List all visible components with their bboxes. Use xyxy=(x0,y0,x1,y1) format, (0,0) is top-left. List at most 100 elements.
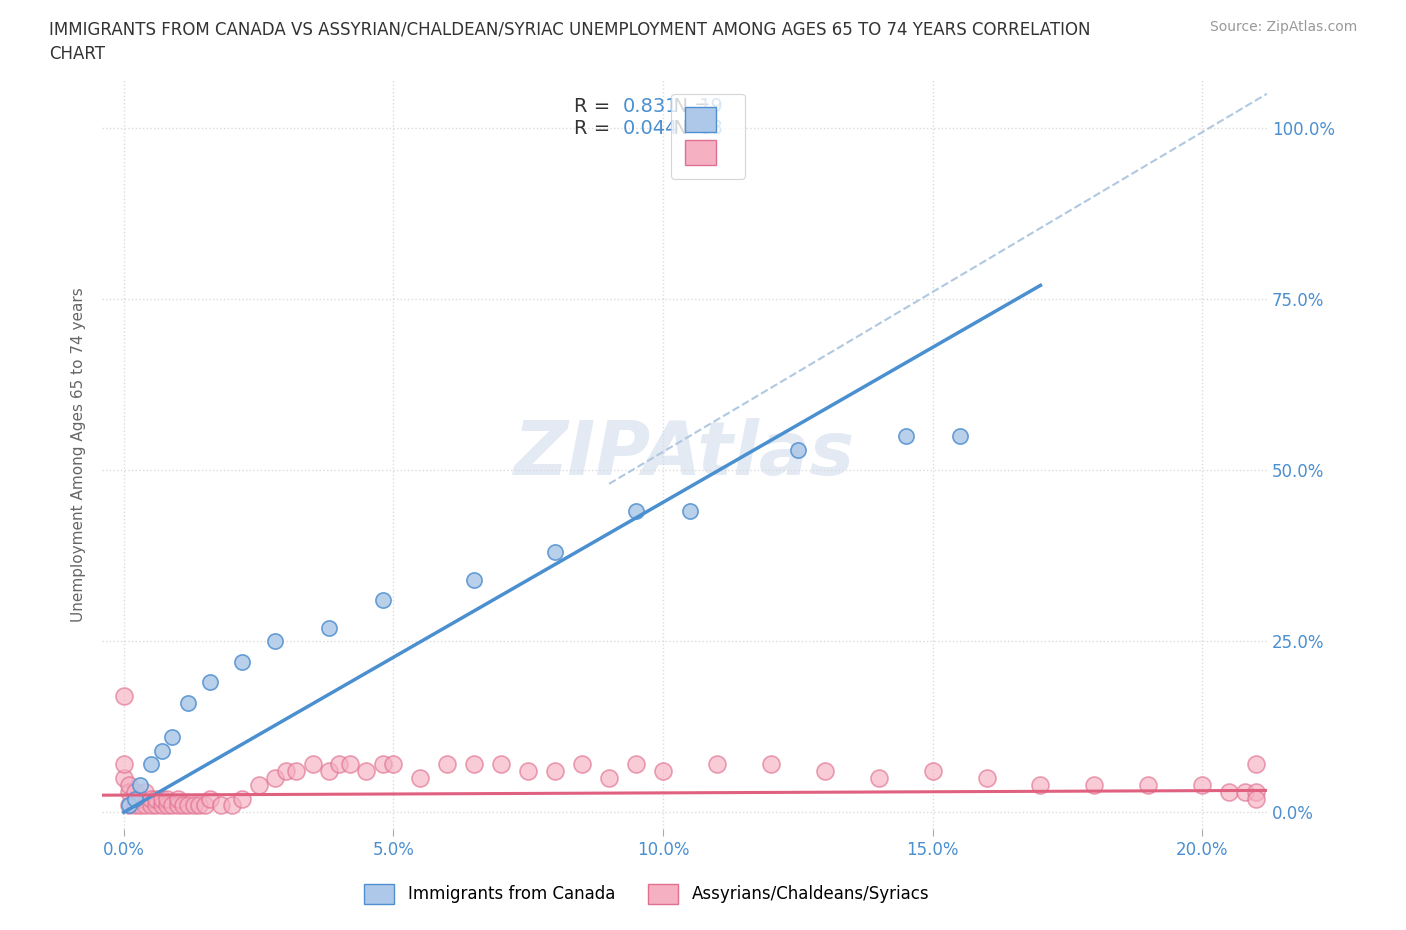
Point xyxy=(134,798,156,813)
Point xyxy=(544,545,567,560)
Point xyxy=(124,791,146,806)
Text: N =: N = xyxy=(661,97,717,116)
Point xyxy=(679,504,702,519)
Point xyxy=(156,798,179,813)
Point xyxy=(162,729,184,744)
Point xyxy=(463,572,485,587)
Point xyxy=(517,764,540,778)
Point xyxy=(489,757,512,772)
Legend: Immigrants from Canada, Assyrians/Chaldeans/Syriacs: Immigrants from Canada, Assyrians/Chalde… xyxy=(357,877,936,910)
Point xyxy=(156,791,179,806)
Point xyxy=(231,791,253,806)
Point xyxy=(112,688,135,703)
Point xyxy=(198,791,221,806)
Point xyxy=(118,777,141,792)
Point xyxy=(1244,757,1267,772)
Point xyxy=(571,757,593,772)
Point xyxy=(1218,784,1240,799)
Point xyxy=(624,504,647,519)
Point xyxy=(436,757,458,772)
Point xyxy=(1191,777,1213,792)
Text: N =: N = xyxy=(661,119,717,139)
Point xyxy=(118,784,141,799)
Point xyxy=(301,757,323,772)
Point xyxy=(1234,784,1257,799)
Text: 0.831: 0.831 xyxy=(623,97,679,116)
Point xyxy=(1137,777,1160,792)
Point xyxy=(188,798,211,813)
Point xyxy=(598,771,620,786)
Point xyxy=(166,791,188,806)
Point xyxy=(868,771,890,786)
Point xyxy=(263,633,285,648)
Point xyxy=(112,757,135,772)
Point xyxy=(162,798,184,813)
Point xyxy=(231,655,253,670)
Point xyxy=(706,757,728,772)
Point xyxy=(124,784,146,799)
Legend: , : , xyxy=(671,94,745,179)
Point xyxy=(1244,784,1267,799)
Point xyxy=(209,798,232,813)
Point xyxy=(339,757,361,772)
Point xyxy=(318,764,340,778)
Point xyxy=(894,429,917,444)
Point xyxy=(118,798,141,813)
Point xyxy=(183,798,205,813)
Point xyxy=(150,743,173,758)
Point xyxy=(814,764,837,778)
Point xyxy=(544,764,567,778)
Point xyxy=(166,798,188,813)
Text: Source: ZipAtlas.com: Source: ZipAtlas.com xyxy=(1209,20,1357,34)
Point xyxy=(1083,777,1105,792)
Point xyxy=(129,798,152,813)
Point xyxy=(1244,791,1267,806)
Text: R =: R = xyxy=(574,119,616,139)
Text: 68: 68 xyxy=(699,119,723,139)
Point xyxy=(976,771,998,786)
Point xyxy=(129,791,152,806)
Point xyxy=(356,764,378,778)
Text: IMMIGRANTS FROM CANADA VS ASSYRIAN/CHALDEAN/SYRIAC UNEMPLOYMENT AMONG AGES 65 TO: IMMIGRANTS FROM CANADA VS ASSYRIAN/CHALD… xyxy=(49,20,1091,38)
Point xyxy=(177,696,200,711)
Point xyxy=(318,620,340,635)
Text: 0.044: 0.044 xyxy=(623,119,678,139)
Point xyxy=(145,791,167,806)
Point xyxy=(177,798,200,813)
Point xyxy=(139,791,162,806)
Point xyxy=(1029,777,1052,792)
Point xyxy=(652,764,675,778)
Point xyxy=(759,757,782,772)
Point xyxy=(285,764,308,778)
Point xyxy=(150,798,173,813)
Point xyxy=(221,798,243,813)
Point xyxy=(274,764,297,778)
Point xyxy=(112,771,135,786)
Point xyxy=(786,442,808,457)
Point xyxy=(624,757,647,772)
Point xyxy=(139,757,162,772)
Point xyxy=(371,757,394,772)
Point xyxy=(921,764,943,778)
Point xyxy=(134,784,156,799)
Y-axis label: Unemployment Among Ages 65 to 74 years: Unemployment Among Ages 65 to 74 years xyxy=(72,287,86,622)
Point xyxy=(382,757,405,772)
Point xyxy=(129,777,152,792)
Text: R =: R = xyxy=(574,97,616,116)
Point xyxy=(172,798,194,813)
Point xyxy=(198,675,221,690)
Point xyxy=(150,791,173,806)
Text: 19: 19 xyxy=(699,97,723,116)
Point xyxy=(145,798,167,813)
Text: ZIPAtlas: ZIPAtlas xyxy=(515,418,855,491)
Point xyxy=(371,592,394,607)
Point xyxy=(409,771,432,786)
Point xyxy=(124,798,146,813)
Point xyxy=(194,798,217,813)
Point xyxy=(139,798,162,813)
Point xyxy=(247,777,270,792)
Point xyxy=(263,771,285,786)
Point xyxy=(118,798,141,813)
Point xyxy=(328,757,350,772)
Point xyxy=(948,429,970,444)
